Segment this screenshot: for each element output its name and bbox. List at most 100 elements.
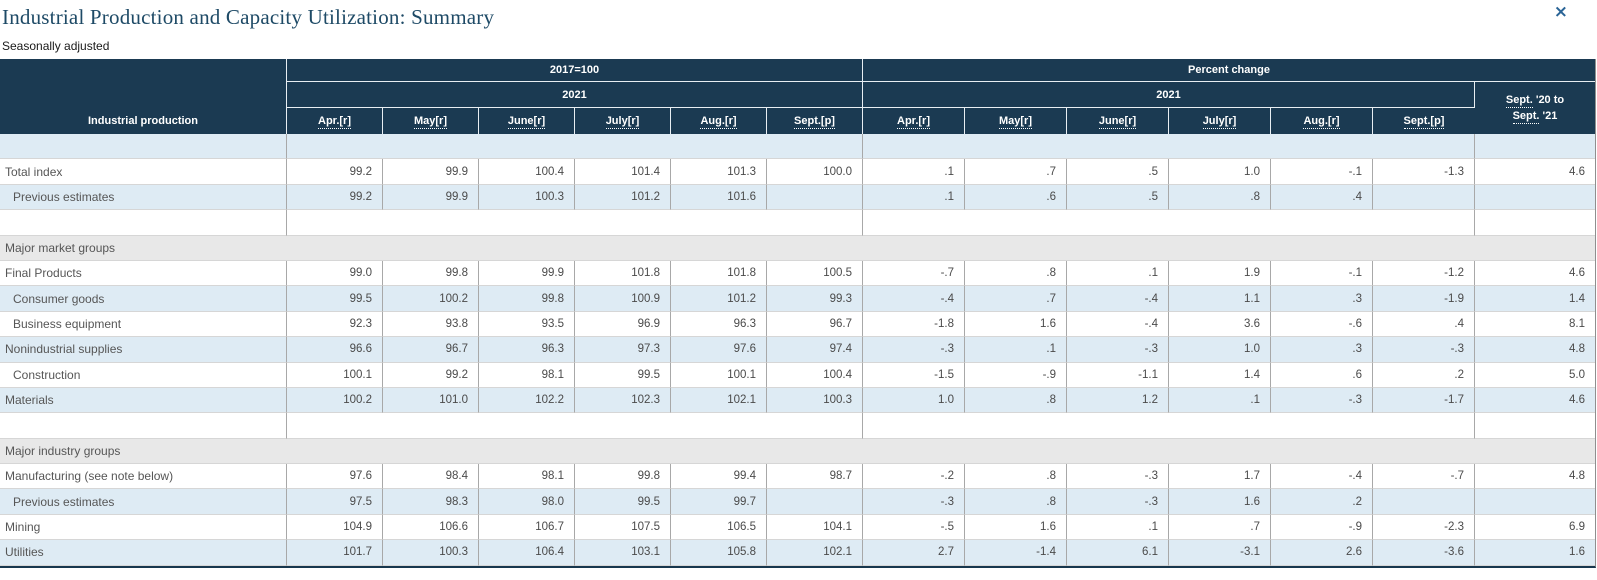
month-header-index-3[interactable]: June[r]: [479, 108, 575, 134]
close-icon[interactable]: ×: [1553, 2, 1568, 22]
row-label: Consumer goods: [0, 286, 287, 312]
index-value-5: 96.3: [671, 311, 767, 338]
pct-value-4: 1.6: [1169, 489, 1271, 515]
pct-value-4: -3.1: [1169, 540, 1271, 566]
pct-value-5: .4: [1271, 184, 1373, 211]
table-row: Construction 100.1 99.2 98.1 99.5 100.1 100.4-…: [0, 362, 1595, 388]
index-value-1: 96.6: [287, 337, 383, 363]
index-value-5: 101.3: [671, 159, 767, 185]
pct-value-1: -1.8: [863, 311, 965, 338]
index-value-6: [767, 489, 863, 515]
pct-value-6: -1.2: [1373, 260, 1475, 287]
month-header-pct-4[interactable]: July[r]: [1169, 108, 1271, 134]
index-value-1: 99.2: [287, 159, 383, 185]
month-header-pct-2[interactable]: May[r]: [965, 108, 1067, 134]
index-value-5: 102.1: [671, 387, 767, 414]
pct-value-3: 1.2: [1067, 387, 1169, 414]
pct-value-6: -.3: [1373, 337, 1475, 363]
month-header-pct-6[interactable]: Sept.[p]: [1373, 108, 1475, 134]
pct-value-1: 2.7: [863, 540, 965, 566]
row-label: Business equipment: [0, 311, 287, 338]
table-row: Final Products 99.0 99.8 99.9 101.8 101.8 100.…: [0, 260, 1595, 287]
index-value-2: 93.8: [383, 311, 479, 338]
index-value-6: 104.1: [767, 514, 863, 541]
pct-value-4: 3.6: [1169, 311, 1271, 338]
pct-value-2: -1.4: [965, 540, 1067, 566]
yoy-value: 1.4: [1475, 286, 1595, 312]
index-value-6: 100.3: [767, 387, 863, 414]
pct-value-1: -.3: [863, 337, 965, 363]
month-header-index-1[interactable]: Apr.[r]: [287, 108, 383, 134]
index-value-6: 97.4: [767, 337, 863, 363]
pct-value-5: .3: [1271, 337, 1373, 363]
spacer-pct-cell: [863, 413, 1475, 439]
pct-value-3: -1.1: [1067, 362, 1169, 388]
spacer-row: [0, 413, 1595, 439]
index-value-4: 97.3: [575, 337, 671, 363]
spacer-label-cell: [0, 210, 287, 236]
month-header-pct-1[interactable]: Apr.[r]: [863, 108, 965, 134]
pct-value-2: -.9: [965, 362, 1067, 388]
pct-value-2: .7: [965, 159, 1067, 185]
pct-value-1: .1: [863, 159, 965, 185]
pct-value-2: 1.6: [965, 311, 1067, 338]
index-value-4: 101.8: [575, 260, 671, 287]
pct-value-3: .1: [1067, 260, 1169, 287]
index-value-1: 99.2: [287, 184, 383, 211]
index-value-4: 99.8: [575, 464, 671, 490]
index-value-3: 99.8: [479, 286, 575, 312]
index-value-4: 96.9: [575, 311, 671, 338]
table-row: Total index 99.2 99.9 100.4 101.4 101.3 100.0.…: [0, 159, 1595, 185]
pct-value-1: -.4: [863, 286, 965, 312]
index-value-5: 101.8: [671, 260, 767, 287]
pct-value-5: 2.6: [1271, 540, 1373, 566]
yoy-value: 8.1: [1475, 311, 1595, 338]
table-row: Previous estimates 97.5 98.3 98.0 99.5 99.7 -.…: [0, 489, 1595, 515]
yoy-value: 6.9: [1475, 514, 1595, 541]
row-label: Nonindustrial supplies: [0, 337, 287, 363]
section-header-label: Major market groups: [0, 235, 1595, 261]
pct-value-6: -2.3: [1373, 514, 1475, 541]
index-value-4: 102.3: [575, 387, 671, 414]
month-header-pct-3[interactable]: June[r]: [1067, 108, 1169, 134]
index-value-5: 101.2: [671, 286, 767, 312]
row-label: Utilities: [0, 540, 287, 566]
index-value-3: 98.1: [479, 362, 575, 388]
month-header-index-5[interactable]: Aug.[r]: [671, 108, 767, 134]
pct-value-2: 1.6: [965, 514, 1067, 541]
index-value-2: 99.2: [383, 362, 479, 388]
index-value-5: 100.1: [671, 362, 767, 388]
spacer-yoy-cell: [1475, 134, 1595, 160]
month-header-index-4[interactable]: July[r]: [575, 108, 671, 134]
pct-value-4: 1.4: [1169, 362, 1271, 388]
pct-value-4: 1.1: [1169, 286, 1271, 312]
index-value-1: 97.6: [287, 464, 383, 490]
index-value-3: 106.4: [479, 540, 575, 566]
index-value-3: 96.3: [479, 337, 575, 363]
year-header-percent-change: 2021: [863, 82, 1475, 108]
month-header-pct-5[interactable]: Aug.[r]: [1271, 108, 1373, 134]
yoy-value: 4.8: [1475, 464, 1595, 490]
yoy-value: [1475, 489, 1595, 515]
yoy-value: 4.6: [1475, 387, 1595, 414]
pct-value-2: .8: [965, 464, 1067, 490]
pct-value-6: -1.9: [1373, 286, 1475, 312]
index-value-2: 100.3: [383, 540, 479, 566]
month-header-index-6[interactable]: Sept.[p]: [767, 108, 863, 134]
index-value-1: 92.3: [287, 311, 383, 338]
row-label: Manufacturing (see note below): [0, 464, 287, 490]
index-value-1: 99.5: [287, 286, 383, 312]
pct-value-1: -1.5: [863, 362, 965, 388]
yoy-column-header[interactable]: Sept. '20 to Sept. '21: [1475, 82, 1595, 134]
pct-value-6: -1.7: [1373, 387, 1475, 414]
index-value-5: 101.6: [671, 184, 767, 211]
pct-value-6: .2: [1373, 362, 1475, 388]
pct-value-3: -.4: [1067, 311, 1169, 338]
index-value-3: 100.4: [479, 159, 575, 185]
pct-value-5: .6: [1271, 362, 1373, 388]
spacer-index-cell: [287, 134, 863, 160]
index-value-3: 93.5: [479, 311, 575, 338]
spacer-yoy-cell: [1475, 210, 1595, 236]
month-header-index-2[interactable]: May[r]: [383, 108, 479, 134]
